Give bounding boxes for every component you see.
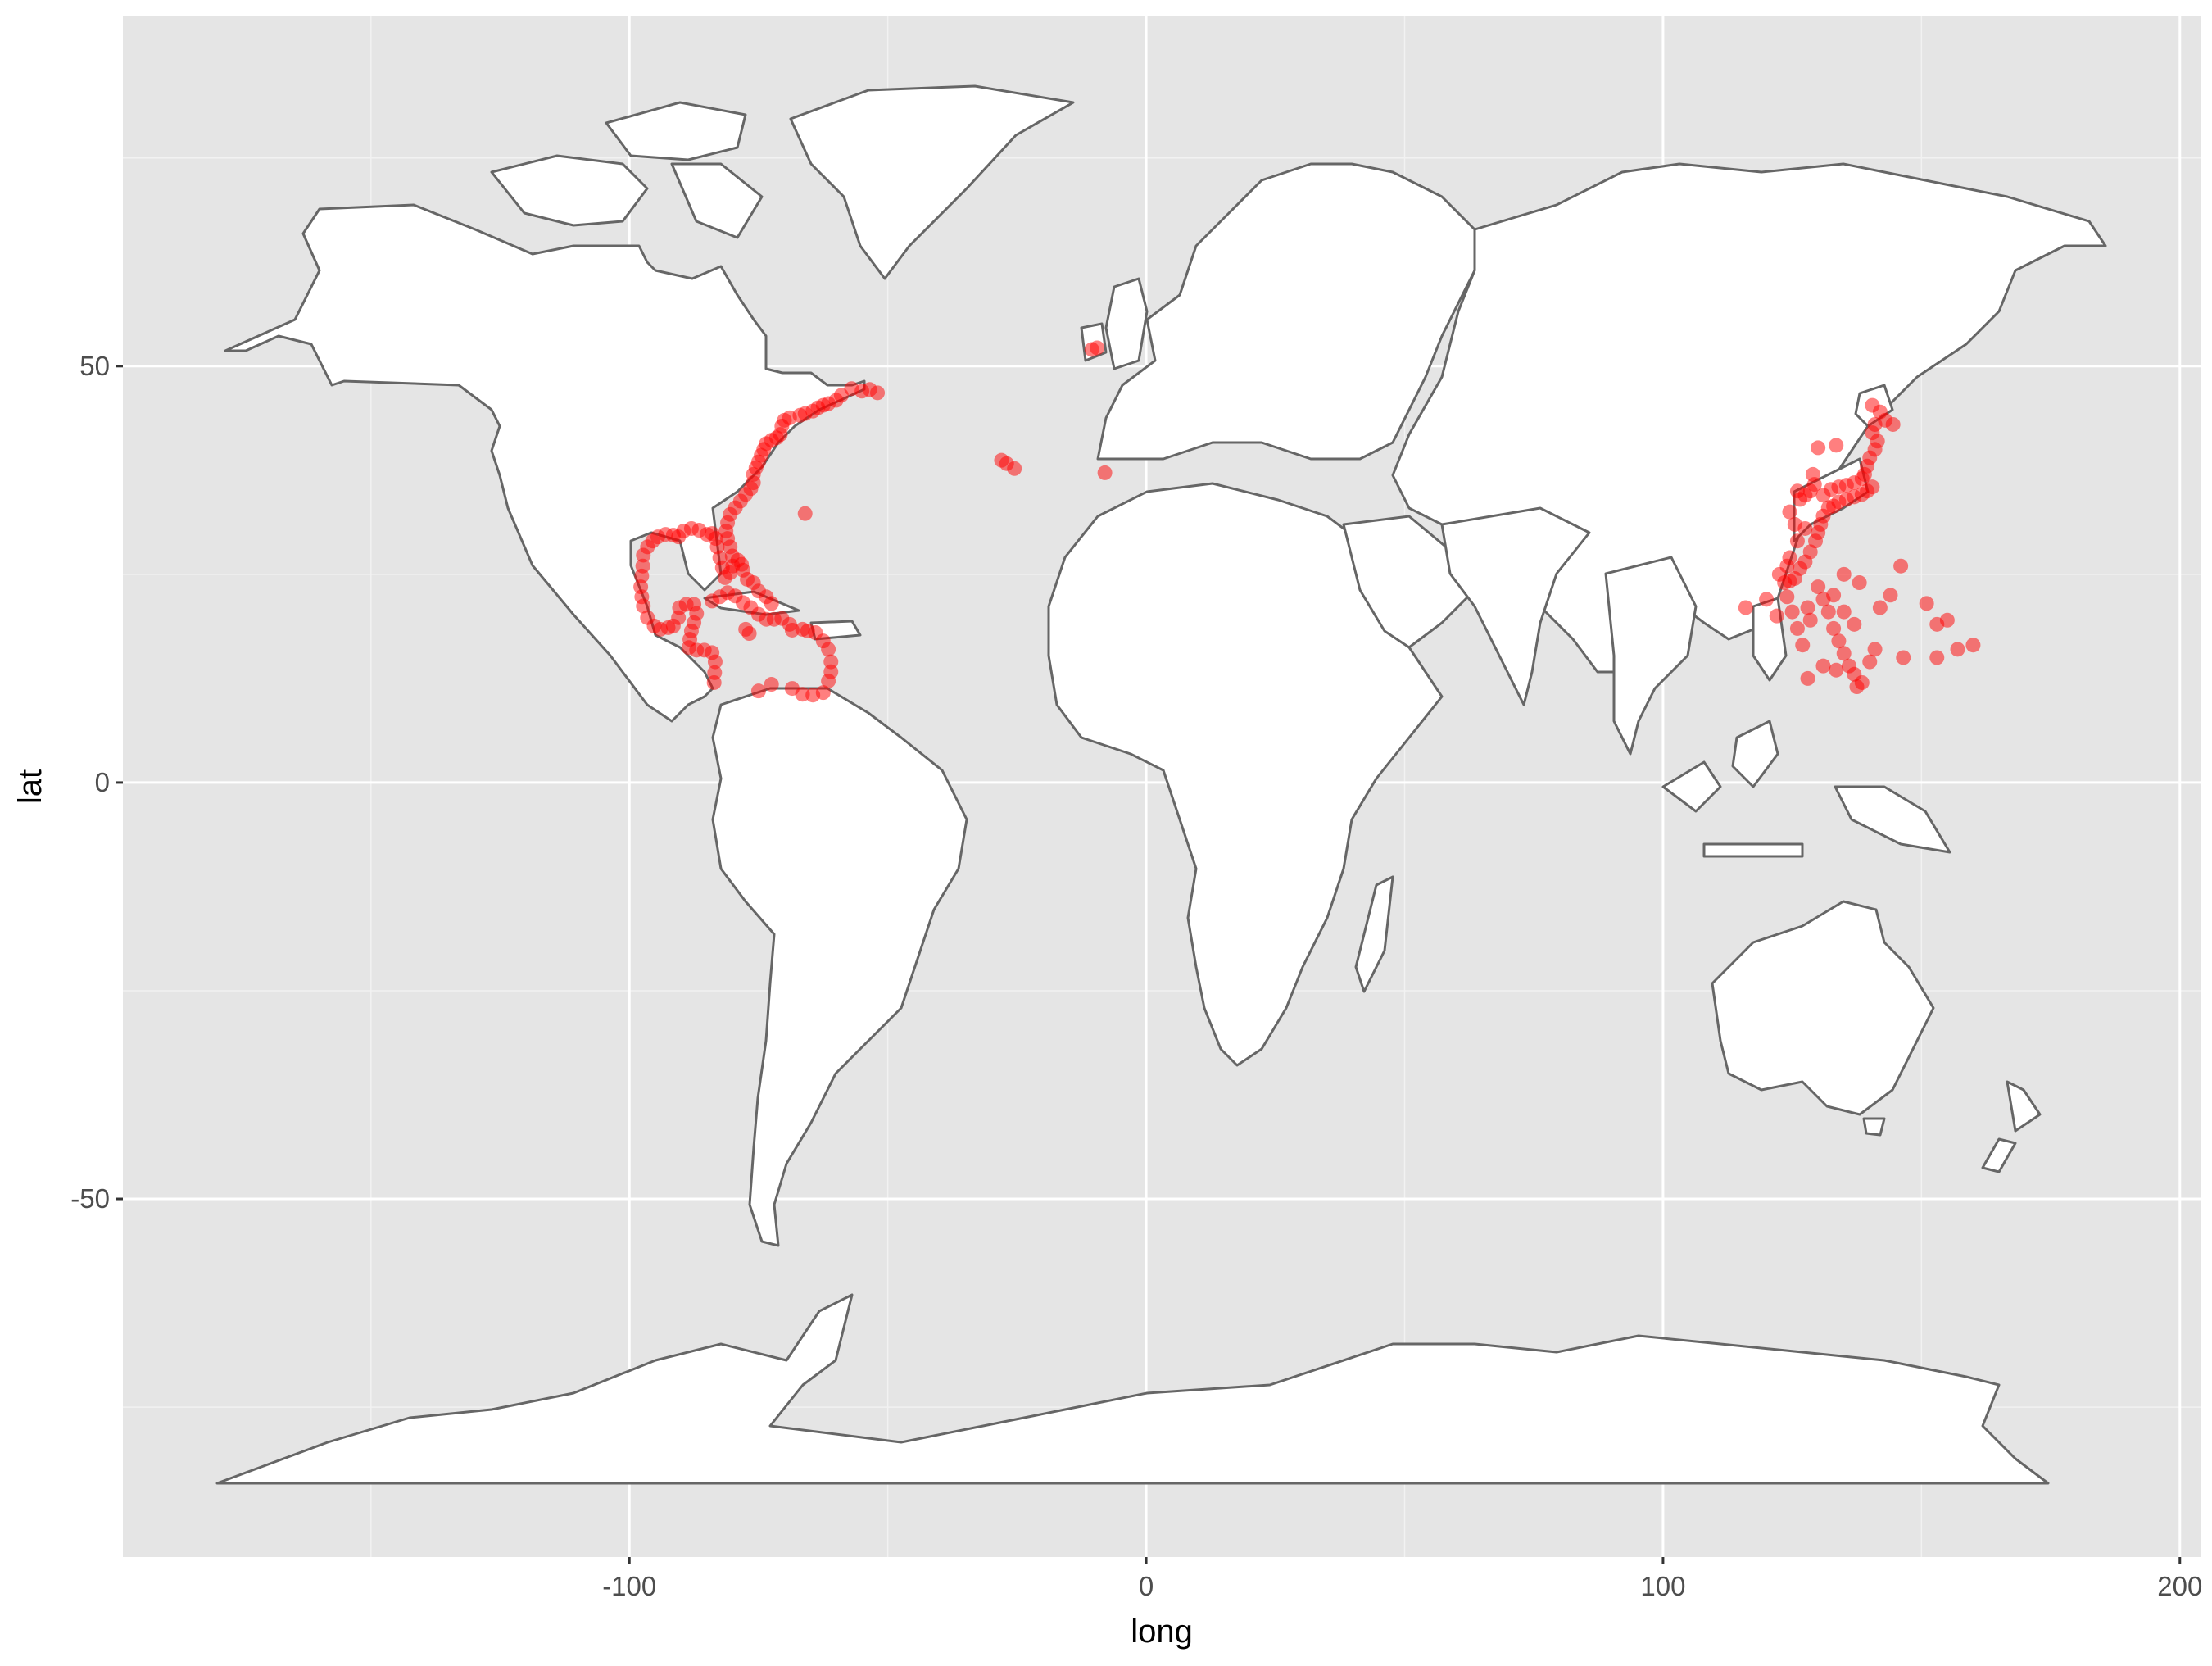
data-point — [1836, 604, 1852, 620]
data-point — [1759, 592, 1775, 607]
x-tick-label: 0 — [1139, 1571, 1154, 1601]
data-point — [734, 556, 750, 572]
data-point — [1852, 575, 1867, 591]
data-point — [764, 596, 779, 611]
data-point — [1769, 608, 1784, 624]
indian-subcontinent — [1440, 506, 1591, 706]
data-point — [1836, 646, 1852, 661]
data-point — [1836, 566, 1852, 582]
data-point — [1883, 588, 1898, 603]
data-point — [764, 677, 779, 692]
y-tick-label: 50 — [79, 351, 110, 381]
data-point — [1789, 620, 1805, 636]
madagascar — [1354, 875, 1394, 993]
data-point — [1802, 612, 1818, 628]
data-point — [1896, 650, 1911, 665]
x-axis-ticks: -100 0 100 200 — [602, 1557, 2202, 1601]
data-point — [1965, 638, 1981, 653]
data-point — [707, 654, 723, 670]
data-point — [1885, 416, 1901, 432]
indonesia — [1661, 760, 1722, 813]
data-point — [741, 626, 757, 642]
data-point — [1815, 488, 1831, 503]
data-point — [1826, 620, 1842, 636]
data-point — [1862, 654, 1878, 670]
british-isles — [1104, 277, 1149, 370]
new-zealand — [2006, 1080, 2042, 1133]
data-point — [1847, 616, 1862, 632]
antarctica-landmass — [215, 1293, 2050, 1485]
data-point — [1829, 438, 1844, 453]
data-point — [1872, 600, 1888, 615]
data-point — [1800, 670, 1815, 686]
data-point — [1795, 638, 1811, 653]
data-point — [1854, 674, 1870, 690]
data-point — [1826, 588, 1842, 603]
y-axis-title: lat — [12, 769, 48, 804]
greenland-landmass — [789, 84, 1075, 280]
data-point — [1779, 589, 1795, 605]
south-america-landmass — [711, 687, 968, 1247]
data-point — [1929, 650, 1945, 665]
y-tick-label: -50 — [70, 1183, 110, 1214]
australia-landmass — [1711, 900, 1935, 1116]
data-point — [1007, 461, 1022, 476]
data-point — [821, 673, 836, 688]
data-point — [784, 681, 800, 697]
data-point — [1829, 662, 1844, 678]
data-point — [1782, 504, 1797, 520]
africa-landmass — [1047, 482, 1444, 1067]
data-point — [1805, 466, 1820, 482]
data-point — [1738, 600, 1753, 615]
data-point — [1811, 579, 1826, 595]
new-guinea — [1834, 785, 1951, 854]
arabian-peninsula — [1342, 515, 1476, 649]
y-axis-ticks: -50 0 50 — [70, 351, 123, 1214]
data-point — [1950, 642, 1965, 657]
data-point — [1939, 612, 1955, 628]
arctic-islands — [490, 154, 649, 227]
data-point — [1867, 642, 1883, 657]
x-tick-label: -100 — [602, 1571, 656, 1601]
data-point — [750, 683, 766, 699]
data-point — [1811, 440, 1826, 456]
data-point — [797, 506, 813, 521]
data-point — [1789, 533, 1805, 549]
data-point — [636, 598, 651, 614]
data-point — [1090, 340, 1105, 356]
country-polygons — [215, 84, 2107, 1485]
data-point — [1779, 558, 1795, 574]
point-layer — [633, 340, 1981, 703]
x-axis-title: long — [1131, 1614, 1193, 1650]
data-point — [706, 674, 722, 690]
data-point — [1784, 604, 1800, 620]
data-point — [1893, 558, 1909, 574]
data-point — [1097, 465, 1113, 480]
x-tick-label: 200 — [2157, 1571, 2202, 1601]
data-point — [1919, 596, 1934, 611]
data-point — [1820, 604, 1836, 620]
data-point — [1831, 633, 1847, 649]
data-point — [636, 547, 651, 563]
southeast-asia — [1604, 556, 1698, 756]
europe-landmass — [1096, 162, 1476, 461]
data-point — [1815, 658, 1831, 674]
y-tick-label: 0 — [95, 767, 110, 797]
x-tick-label: 100 — [1640, 1571, 1685, 1601]
data-point — [634, 568, 650, 583]
data-point — [1800, 600, 1815, 615]
data-point — [821, 642, 836, 657]
data-point — [1797, 520, 1813, 536]
